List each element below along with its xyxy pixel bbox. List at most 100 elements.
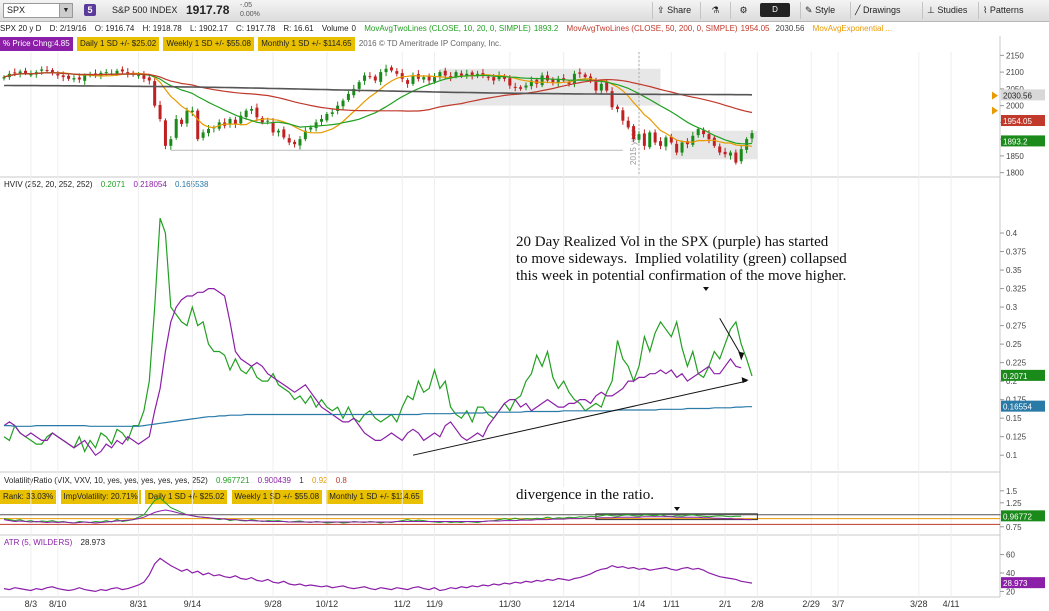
candle-body bbox=[40, 69, 44, 71]
hviv-y-tick-label: 0.25 bbox=[1006, 340, 1022, 349]
candle-body bbox=[29, 74, 33, 76]
study-ma-50-200[interactable]: MovAvgTwoLines (CLOSE, 50, 200, 0, SIMPL… bbox=[566, 24, 738, 33]
candle-body bbox=[363, 75, 367, 81]
candle-body bbox=[669, 136, 673, 143]
studies-label: Studies bbox=[937, 5, 968, 15]
vr-purple-line bbox=[3, 509, 752, 524]
share-button[interactable]: ⇪ Share bbox=[652, 2, 695, 19]
candle-body bbox=[486, 76, 490, 78]
candle-body bbox=[303, 130, 307, 140]
vr-y-tick-label: 1.25 bbox=[1006, 499, 1022, 508]
vr-weekly-sd-chip: Weekly 1 SD +/- $55.08 bbox=[231, 490, 323, 504]
monthly-sd-chip: Monthly 1 SD +/- $114.65 bbox=[258, 37, 355, 51]
candle-body bbox=[659, 141, 663, 146]
candle-body bbox=[88, 74, 92, 76]
price-y-tick-label: 1950 bbox=[1006, 118, 1024, 127]
gear-icon: ⚙ bbox=[739, 5, 748, 15]
candle-body bbox=[745, 139, 749, 150]
patterns-button[interactable]: ⌇ Patterns bbox=[978, 2, 1027, 19]
candle-body bbox=[233, 119, 237, 125]
vr-y-tick-label: 0.75 bbox=[1006, 523, 1022, 532]
atr-y-tick-label: 20 bbox=[1006, 587, 1015, 596]
candle-body bbox=[395, 71, 399, 74]
candle-body bbox=[637, 134, 641, 140]
candle-body bbox=[492, 77, 496, 81]
hviv-name[interactable]: HVIV (252, 20, 252, 252) bbox=[4, 180, 93, 189]
candle-body bbox=[228, 119, 232, 125]
flask-icon: ⚗ bbox=[711, 5, 720, 15]
share-icon: ⇪ bbox=[657, 5, 665, 15]
candle-body bbox=[34, 72, 38, 75]
hviv-y-tick-label: 0.175 bbox=[1006, 396, 1027, 405]
price-y-tick-label: 2000 bbox=[1006, 102, 1024, 111]
hviv-y-tick-label: 0.15 bbox=[1006, 414, 1022, 423]
bar-range: R: 16.61 bbox=[283, 24, 314, 33]
candle-body bbox=[497, 75, 501, 80]
candle-body bbox=[373, 76, 377, 81]
sma50-value-label: 1954.05 bbox=[1003, 117, 1032, 126]
vr-name[interactable]: VolatilityRatio (VIX, VXV, 10, yes, yes,… bbox=[4, 476, 208, 485]
flask-button[interactable]: ⚗ bbox=[700, 2, 730, 19]
candle-body bbox=[67, 75, 71, 79]
atr-value: 28.973 bbox=[80, 538, 106, 547]
consolidation-box-bottom bbox=[671, 130, 758, 160]
x-tick-label: 8/31 bbox=[130, 599, 148, 609]
x-tick-label: 12/14 bbox=[552, 599, 575, 609]
candle-body bbox=[18, 71, 22, 74]
candle-body bbox=[696, 129, 700, 136]
drawings-button[interactable]: ╱ Drawings bbox=[850, 2, 904, 19]
candle-body bbox=[83, 75, 87, 81]
x-tick-label: 10/12 bbox=[316, 599, 339, 609]
candle-body bbox=[594, 81, 598, 91]
studies-button[interactable]: ⊥ Studies bbox=[922, 2, 971, 19]
candle-body bbox=[104, 72, 108, 74]
atr-name[interactable]: ATR (5, WILDERS) bbox=[4, 538, 73, 547]
candle-body bbox=[61, 75, 65, 78]
symbol-text: SPX bbox=[7, 5, 26, 15]
price-legend: % Price Chng:4.85 Daily 1 SD +/- $25.02 … bbox=[0, 37, 501, 51]
candle-body bbox=[330, 112, 334, 114]
candle-body bbox=[599, 83, 603, 91]
candle-body bbox=[217, 122, 221, 129]
vr-monthly-sd-chip: Monthly 1 SD +/- $114.65 bbox=[326, 490, 423, 504]
drawings-label: Drawings bbox=[862, 5, 901, 15]
candle-body bbox=[449, 76, 453, 78]
candle-body bbox=[540, 75, 544, 86]
candle-body bbox=[24, 70, 28, 74]
symbol-input[interactable]: SPX ▼ bbox=[3, 3, 73, 18]
candle-body bbox=[212, 127, 216, 129]
study-ma-10-20[interactable]: MovAvgTwoLines (CLOSE, 10, 20, 0, SIMPLE… bbox=[364, 24, 531, 33]
settings-button[interactable]: ⚙ bbox=[730, 2, 756, 19]
candle-body bbox=[389, 67, 393, 71]
aggregation-selector[interactable]: D bbox=[760, 3, 790, 17]
candle-body bbox=[433, 77, 437, 82]
atr-line bbox=[3, 557, 753, 593]
candle-body bbox=[454, 72, 458, 77]
x-tick-label: 2/29 bbox=[802, 599, 820, 609]
candle-body bbox=[309, 127, 313, 130]
price-y-tick-label: 1800 bbox=[1006, 169, 1024, 178]
annotation-pointer-icon bbox=[703, 287, 709, 291]
atr-study-label: ATR (5, WILDERS) 28.973 bbox=[4, 538, 111, 547]
candle-body bbox=[56, 74, 60, 76]
hviv-y-tick-label: 0.325 bbox=[1006, 285, 1027, 294]
candle-body bbox=[346, 93, 350, 100]
candle-body bbox=[2, 77, 6, 79]
price-change: -.05 0.00% bbox=[240, 1, 260, 19]
symbol-dropdown-chevron-icon[interactable]: ▼ bbox=[59, 4, 72, 17]
volume-label: Volume bbox=[321, 24, 349, 33]
bar-open: O: 1916.74 bbox=[94, 24, 135, 33]
current-price-marker-icon bbox=[992, 106, 998, 115]
candle-body bbox=[610, 91, 614, 108]
study-ema[interactable]: MovAvgExponential ... bbox=[812, 24, 893, 33]
vr-legend: Rank: 33.03% ImpVolatility: 20.71% Daily… bbox=[0, 490, 425, 504]
top-toolbar: SPX ▼ 5 S&P 500 INDEX 1917.78 -.05 0.00%… bbox=[0, 0, 1049, 22]
candle-body bbox=[271, 122, 275, 133]
vr-study-label: VolatilityRatio (VIX, VXV, 10, yes, yes,… bbox=[4, 476, 353, 485]
candle-body bbox=[739, 149, 743, 162]
sma10-value-label: 1893.2 bbox=[1003, 137, 1028, 146]
bar-low: L: 1902.17 bbox=[189, 24, 228, 33]
style-button[interactable]: ✎ Style bbox=[800, 2, 839, 19]
link-group-badge[interactable]: 5 bbox=[84, 4, 96, 16]
